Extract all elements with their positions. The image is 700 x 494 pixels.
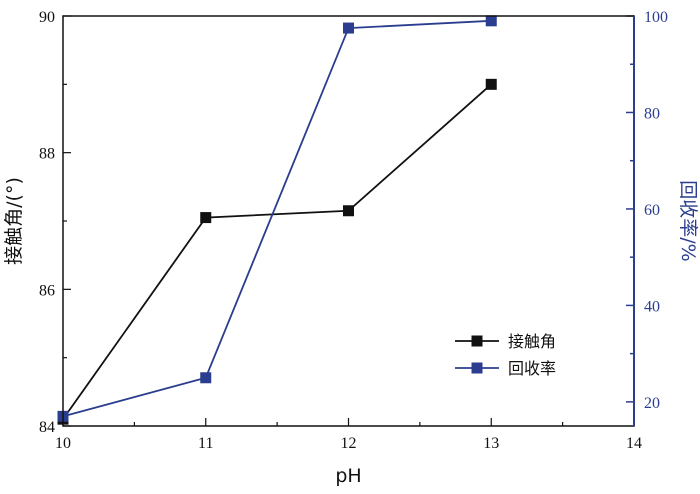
contact-angle-point — [343, 205, 354, 217]
right-tick-label: 40 — [644, 298, 660, 315]
right-axis-ticks: 20 40 60 80 100 — [626, 9, 668, 412]
recovery-point — [343, 22, 354, 34]
recovery-point — [485, 15, 497, 27]
contact-angle-line — [62, 83, 492, 420]
x-tick-label: 10 — [55, 435, 71, 452]
contact-angle-point — [200, 212, 212, 224]
right-tick-label: 100 — [644, 9, 668, 26]
legend-marker-contact-angle — [471, 335, 483, 347]
left-tick-label: 88 — [39, 146, 55, 163]
x-tick-label: 13 — [483, 435, 499, 452]
series-layer — [57, 15, 497, 425]
right-axis-title: 回收率/% — [677, 180, 699, 261]
legend-marker-recovery — [471, 362, 483, 374]
x-axis-title: pH — [335, 465, 361, 487]
x-axis-ticks: 10 11 12 13 14 — [55, 418, 642, 452]
left-axis-title: 接触角/(°) — [3, 177, 25, 265]
x-tick-label: 12 — [341, 435, 357, 452]
x-tick-label: 11 — [198, 435, 213, 452]
legend: 接触角 回收率 — [455, 332, 556, 378]
legend-label-recovery: 回收率 — [508, 359, 556, 378]
left-tick-label: 84 — [39, 419, 55, 436]
recovery-line — [62, 19, 492, 418]
right-tick-label: 60 — [644, 202, 660, 219]
legend-label-contact-angle: 接触角 — [508, 332, 556, 351]
recovery-point — [200, 372, 212, 384]
left-axis-ticks: 84 86 88 90 — [39, 9, 71, 436]
right-tick-label: 80 — [644, 105, 660, 122]
right-tick-label: 20 — [644, 395, 660, 412]
left-tick-label: 86 — [39, 282, 55, 299]
left-tick-label: 90 — [39, 9, 55, 26]
x-tick-label: 14 — [626, 435, 642, 452]
contact-angle-point — [485, 78, 497, 90]
